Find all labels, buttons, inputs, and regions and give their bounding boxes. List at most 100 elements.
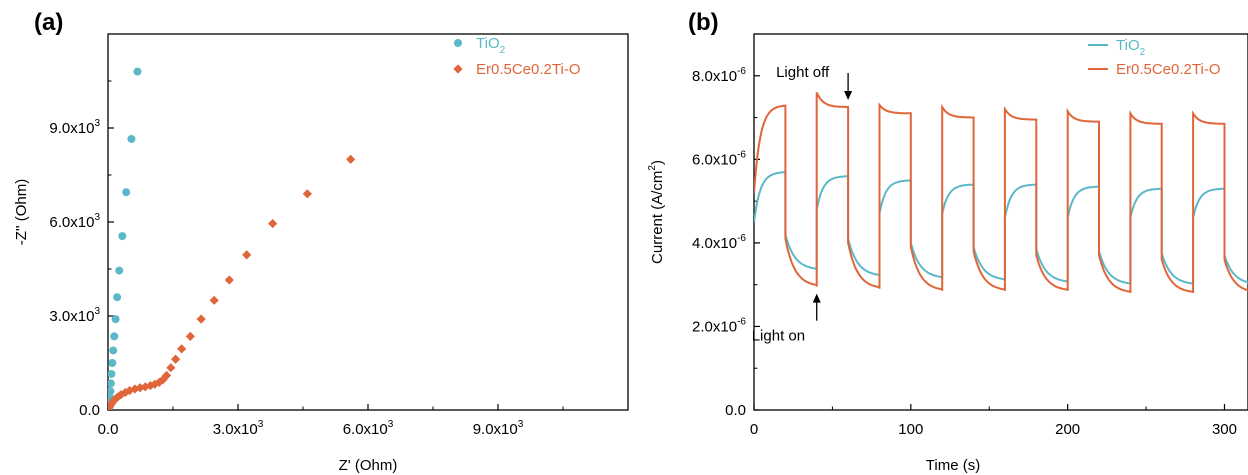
data-point (150, 379, 160, 389)
y-tick-label-superscript: 3 (94, 306, 100, 317)
data-point (268, 218, 278, 229)
legend-label-subscript: 2 (500, 45, 506, 56)
y-tick-label: 8.0x10-6 (692, 66, 746, 85)
data-point (108, 359, 117, 367)
panel-b: (b)0 100 200 3000.02.0x10-64.0x10-66.0x10-6… (647, 9, 1248, 474)
x-axis-title: Z' (Ohm) (339, 457, 398, 474)
data-point (177, 344, 187, 354)
data-point (109, 346, 118, 355)
legend: TiO2 Er0.5Ce0.2Ti-O (1088, 37, 1220, 78)
x-tick-label: 200 (1055, 421, 1080, 438)
annotation-arrowhead (812, 293, 821, 303)
y-tick-label-base: 2.0x10 (692, 318, 737, 335)
annotation-arrowhead (844, 91, 853, 101)
plot-frame (107, 33, 629, 411)
data-point (111, 315, 120, 324)
x-tick-label: 3.0x103 (213, 419, 264, 438)
data-point (161, 370, 172, 381)
x-axis-title: Time (s) (926, 457, 980, 474)
x-tick-label: 6.0x103 (343, 419, 394, 438)
legend-label-base: TiO (1116, 37, 1140, 54)
y-tick-label: 9.0x103 (49, 118, 100, 137)
y-tick-label-superscript: 3 (94, 118, 100, 129)
series-line-1 (754, 92, 1248, 293)
x-tick-label-base: 3.0x10 (213, 421, 258, 438)
y-tick-label-base: 0.0 (725, 402, 746, 419)
data-point (224, 275, 234, 285)
annotation-label: Light on (752, 328, 805, 345)
y-tick-label: 3.0x103 (49, 306, 100, 325)
annotation-label: Light off (776, 64, 830, 81)
data-point (185, 331, 195, 341)
y-tick-label-base: 4.0x10 (692, 235, 737, 252)
legend-label-base: TiO (476, 35, 500, 52)
y-tick-label-superscript: -6 (737, 66, 746, 77)
legend-label-base: Er0.5Ce0.2Ti-O (1116, 61, 1220, 78)
y-tick-label-base: 9.0x10 (49, 120, 94, 137)
x-tick-label-base: 100 (898, 421, 923, 438)
data-point (242, 250, 252, 260)
data-point (113, 293, 122, 302)
series-1 (108, 154, 356, 410)
y-axis-title-base: Current (A/cm (649, 171, 666, 264)
data-point (158, 375, 168, 385)
y-tick-label-base: 6.0x10 (692, 151, 737, 168)
y-tick-label-superscript: -6 (737, 149, 746, 160)
legend-label-base: Er0.5Ce0.2Ti-O (476, 61, 580, 78)
x-tick-label-base: 0 (750, 421, 758, 438)
data-point (118, 232, 127, 241)
y-tick-label-base: 8.0x10 (692, 68, 737, 85)
data-point (135, 383, 145, 393)
data-layer (754, 92, 1248, 293)
legend-marker (454, 39, 462, 47)
data-point (346, 154, 356, 164)
data-point (127, 134, 136, 143)
y-axis-title-superscript: 2 (647, 165, 658, 171)
x-tick-label: 0 (750, 421, 758, 438)
data-point (166, 363, 176, 373)
y-tick-label: 0.0 (725, 402, 746, 419)
panel-a: (a)0.0 3.0x103 6.0x103 9.0x1030.03.0x1036.0… (13, 9, 629, 474)
data-point (109, 395, 120, 405)
y-axis-title-base: -Z'' (Ohm) (13, 179, 30, 246)
plot-frame (753, 33, 1248, 411)
x-tick-label-superscript: 3 (518, 419, 524, 430)
legend-label: TiO2 (1116, 37, 1146, 58)
y-tick-label: 6.0x103 (49, 212, 100, 231)
legend-label: Er0.5Ce0.2Ti-O (476, 61, 580, 78)
y-tick-label-base: 3.0x10 (49, 308, 94, 325)
y-tick-label-base: 6.0x10 (49, 214, 94, 231)
legend-label: TiO2 (476, 35, 506, 56)
data-point (133, 67, 142, 76)
x-tick-label-base: 0.0 (98, 421, 119, 438)
y-axis-title-end: ) (649, 160, 666, 165)
x-tick-label: 0.0 (98, 421, 119, 438)
x-tick-label-base: 200 (1055, 421, 1080, 438)
y-tick-label: 2.0x10-6 (692, 316, 746, 335)
y-tick-label-superscript: 3 (94, 212, 100, 223)
data-point (171, 354, 181, 364)
panel-label: (a) (34, 9, 63, 36)
data-point (115, 266, 124, 275)
y-tick-label: 0.0 (79, 402, 100, 419)
data-point (108, 379, 115, 388)
legend-marker (453, 64, 463, 74)
data-point (108, 397, 117, 408)
panel-label: (b) (688, 9, 719, 36)
y-tick-label-superscript: -6 (737, 233, 746, 244)
x-tick-label: 100 (898, 421, 923, 438)
x-tick-label-superscript: 3 (258, 419, 264, 430)
data-point (196, 314, 206, 324)
x-tick-label: 9.0x103 (473, 419, 524, 438)
data-point (122, 188, 131, 197)
y-tick-label: 4.0x10-6 (692, 233, 746, 252)
series-line-0 (754, 171, 1248, 285)
legend-label-subscript: 2 (1140, 47, 1146, 58)
data-point (120, 387, 130, 398)
data-point (108, 387, 115, 396)
y-tick-label-superscript: -6 (737, 316, 746, 327)
y-axis-title: -Z'' (Ohm) (13, 179, 30, 246)
y-tick-label-base: 0.0 (79, 402, 100, 419)
y-tick-label: 6.0x10-6 (692, 149, 746, 168)
